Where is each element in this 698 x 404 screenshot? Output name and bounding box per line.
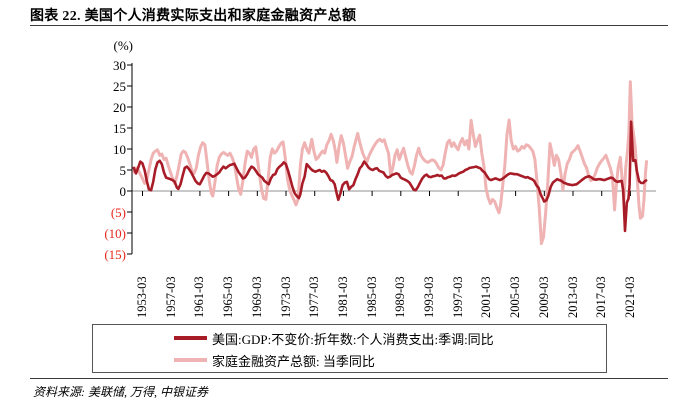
y-tick-label: (5) xyxy=(110,204,126,220)
footer-rule xyxy=(30,378,668,379)
x-tick-label: 1993-03 xyxy=(422,276,436,318)
y-tick-label: 30 xyxy=(113,57,126,73)
y-tick-label: 0 xyxy=(119,183,127,199)
y-tick-label: 25 xyxy=(113,78,126,94)
x-tick-label: 1965-03 xyxy=(221,276,236,318)
legend-item-pce: 美国:GDP:不变价:折年数:个人消费支出:季调:同比 xyxy=(174,327,494,349)
y-axis-unit-label: (%) xyxy=(113,38,134,53)
y-tick-label: 5 xyxy=(119,162,127,178)
x-tick-label: 1977-03 xyxy=(307,276,322,318)
x-tick-label: 2017-03 xyxy=(594,276,609,318)
x-tick-label: 1957-03 xyxy=(163,276,178,318)
x-tick-label: 1969-03 xyxy=(249,276,264,318)
y-tick-label: 20 xyxy=(113,99,126,115)
legend-item-household-assets: 家庭金融资产总额: 当季同比 xyxy=(174,349,375,371)
figure-title: 图表 22. 美国个人消费实际支出和家庭金融资产总额 xyxy=(30,9,357,24)
y-tick-label: 10 xyxy=(113,141,126,157)
header-rule xyxy=(30,25,668,26)
y-tick-label: (15) xyxy=(104,246,126,262)
x-tick-label: 2009-03 xyxy=(536,276,551,318)
pce-line-swatch xyxy=(174,336,207,340)
x-tick-label: 2021-03 xyxy=(622,276,637,318)
x-tick-label: 1997-03 xyxy=(450,276,465,318)
x-tick-label: 1953-03 xyxy=(135,276,149,318)
legend-label-household-assets: 家庭金融资产总额: 当季同比 xyxy=(212,353,375,369)
x-tick-label: 1973-03 xyxy=(278,276,293,318)
household-assets-line-swatch xyxy=(174,358,207,362)
x-tick-label: 2001-03 xyxy=(479,276,494,318)
x-tick-label: 2005-03 xyxy=(508,276,523,318)
y-tick-label: 15 xyxy=(113,120,126,136)
x-tick-label: 1981-03 xyxy=(335,276,350,318)
pce-line xyxy=(132,120,648,233)
x-tick-label: 1961-03 xyxy=(192,276,207,318)
x-tick-label: 1989-03 xyxy=(393,276,408,318)
x-tick-label: 2013-03 xyxy=(565,276,580,318)
legend-label-pce: 美国:GDP:不变价:折年数:个人消费支出:季调:同比 xyxy=(212,331,494,347)
legend-box: 美国:GDP:不变价:折年数:个人消费支出:季调:同比 家庭金融资产总额: 当季… xyxy=(92,324,607,373)
household-assets-line xyxy=(132,80,648,245)
source-text: 资料来源: 美联储, 万得, 中银证券 xyxy=(33,385,208,399)
x-tick-label: 1985-03 xyxy=(364,276,379,318)
y-tick-label: (10) xyxy=(104,225,126,241)
